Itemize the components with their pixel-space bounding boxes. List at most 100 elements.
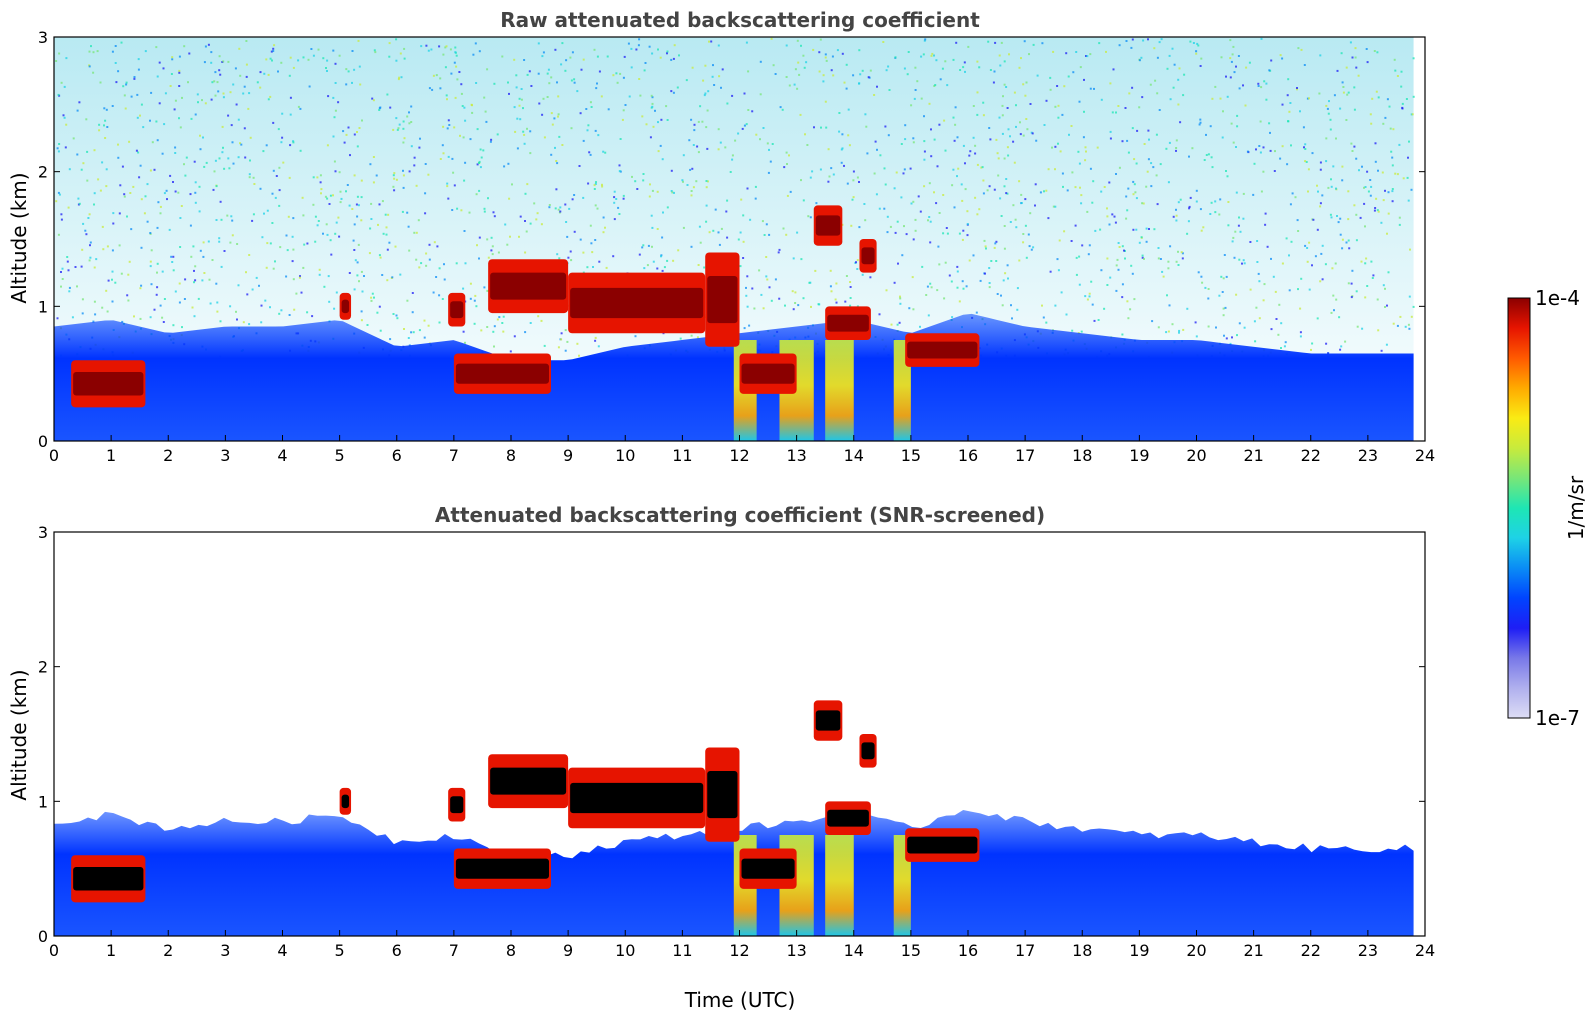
cloud-core	[907, 341, 978, 359]
x-tick-label: 7	[449, 446, 459, 465]
x-tick-label: 22	[1301, 446, 1321, 465]
raw-backscatter-plot-area	[54, 37, 1415, 441]
panel-title: Raw attenuated backscattering coefficien…	[500, 8, 980, 32]
x-tick-label: 5	[335, 941, 345, 960]
x-tick-label: 12	[729, 941, 749, 960]
panel-title: Attenuated backscattering coefficient (S…	[435, 503, 1045, 527]
x-tick-label: 17	[1015, 941, 1035, 960]
cloud-core	[490, 272, 567, 300]
x-tick-label: 15	[901, 446, 921, 465]
cloud-core	[570, 782, 704, 814]
x-tick-label: 11	[672, 941, 692, 960]
x-tick-label: 3	[220, 941, 230, 960]
x-tick-label: 21	[1243, 446, 1263, 465]
y-tick-label: 0	[38, 927, 48, 946]
x-tick-label: 0	[49, 941, 59, 960]
cloud-core	[861, 247, 875, 265]
x-tick-label: 19	[1129, 941, 1149, 960]
x-tick-label: 14	[844, 941, 864, 960]
x-tick-label: 13	[786, 446, 806, 465]
x-tick-label: 5	[335, 446, 345, 465]
precipitation-shaft	[825, 835, 854, 936]
colorbar-min-label: 1e-7	[1535, 706, 1580, 730]
snr-screened-panel: Attenuated backscattering coefficient (S…	[7, 503, 1435, 1012]
y-tick-label: 3	[38, 28, 48, 47]
x-tick-label: 2	[163, 941, 173, 960]
x-tick-label: 6	[392, 446, 402, 465]
y-tick-label: 2	[38, 658, 48, 677]
colorbar: 1e-4 1e-7 1/m/sr	[1507, 286, 1588, 730]
cloud-core	[861, 742, 875, 760]
x-tick-label: 22	[1301, 941, 1321, 960]
colorbar-max-label: 1e-4	[1535, 286, 1580, 310]
x-axis-label: Time (UTC)	[684, 988, 796, 1012]
x-tick-label: 18	[1072, 446, 1092, 465]
precipitation-shaft	[825, 340, 854, 441]
y-tick-label: 1	[38, 792, 48, 811]
raw-backscatter-panel: Raw attenuated backscattering coefficien…	[7, 8, 1435, 465]
x-tick-label: 3	[220, 446, 230, 465]
cloud-core	[741, 858, 795, 879]
x-tick-label: 9	[563, 941, 573, 960]
y-tick-label: 3	[38, 523, 48, 542]
x-tick-label: 8	[506, 446, 516, 465]
cloud-core	[341, 299, 350, 314]
cloud-core	[815, 710, 841, 731]
cloud-core	[455, 858, 549, 879]
x-tick-label: 20	[1186, 446, 1206, 465]
cloud-core	[827, 809, 869, 827]
y-tick-label: 1	[38, 297, 48, 316]
x-tick-label: 24	[1415, 941, 1435, 960]
x-tick-label: 7	[449, 941, 459, 960]
x-tick-label: 2	[163, 446, 173, 465]
colorbar-unit-label: 1/m/sr	[1564, 475, 1588, 540]
y-tick-label: 2	[38, 163, 48, 182]
cloud-core	[907, 836, 978, 854]
x-tick-label: 23	[1358, 446, 1378, 465]
cloud-core	[741, 363, 795, 384]
x-tick-label: 24	[1415, 446, 1435, 465]
y-axis-label: Altitude (km)	[7, 669, 31, 800]
x-tick-label: 23	[1358, 941, 1378, 960]
x-tick-label: 20	[1186, 941, 1206, 960]
x-tick-label: 8	[506, 941, 516, 960]
x-tick-label: 13	[786, 941, 806, 960]
snr-screened-axes: 0 1 2 3 4 5 6 7 8 9 10 11 12 13 14 15 16 17 18 19 20 21 22 23 24…	[38, 523, 1435, 960]
x-tick-label: 10	[615, 941, 635, 960]
cloud-core	[450, 796, 464, 814]
x-tick-label: 1	[106, 446, 116, 465]
x-tick-label: 12	[729, 446, 749, 465]
cloud-core	[707, 771, 738, 819]
cloud-core	[827, 314, 869, 332]
cloud-core	[73, 866, 144, 891]
x-tick-label: 0	[49, 446, 59, 465]
x-tick-label: 9	[563, 446, 573, 465]
x-tick-label: 16	[958, 941, 978, 960]
x-tick-label: 18	[1072, 941, 1092, 960]
y-tick-label: 0	[38, 432, 48, 451]
cloud-core	[570, 287, 704, 319]
y-axis-label: Altitude (km)	[7, 172, 31, 303]
cloud-core	[815, 215, 841, 236]
cloud-core	[455, 363, 549, 384]
cloud-core	[707, 276, 738, 324]
x-tick-label: 11	[672, 446, 692, 465]
x-tick-label: 6	[392, 941, 402, 960]
colorbar-scale	[1507, 297, 1531, 719]
x-tick-label: 4	[277, 941, 287, 960]
x-tick-label: 1	[106, 941, 116, 960]
x-tick-label: 16	[958, 446, 978, 465]
x-tick-label: 17	[1015, 446, 1035, 465]
x-tick-label: 21	[1243, 941, 1263, 960]
x-tick-label: 4	[277, 446, 287, 465]
snr-screened-plot-area	[54, 700, 1414, 936]
cloud-core	[490, 767, 567, 795]
x-tick-label: 14	[844, 446, 864, 465]
x-tick-label: 10	[615, 446, 635, 465]
raw-backscatter-axes: 0 1 2 3 4 5 6 7 8 9 10 11 12 13 14 15 16 17 18 19 20 21 22 23 24…	[38, 28, 1435, 465]
cloud-core	[450, 301, 464, 319]
cloud-core	[73, 371, 144, 396]
cloud-core	[341, 794, 350, 809]
x-tick-label: 15	[901, 941, 921, 960]
